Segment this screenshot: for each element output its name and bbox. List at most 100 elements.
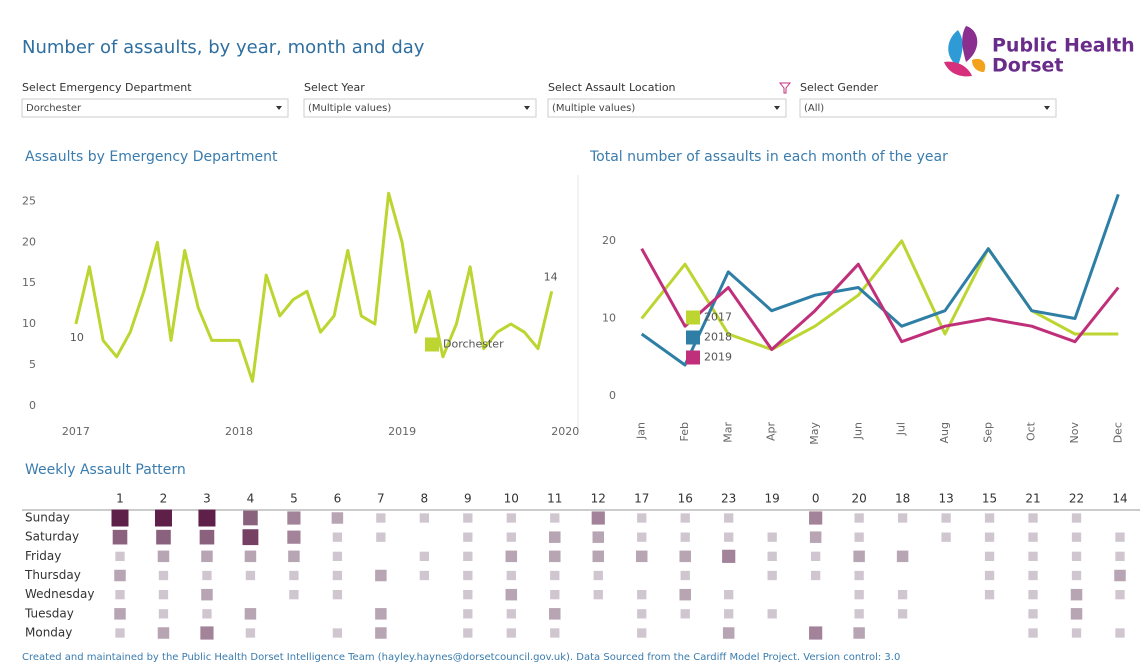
heat-cell — [1028, 551, 1038, 561]
heat-cell — [897, 609, 908, 619]
heat-cell — [724, 609, 734, 619]
heat-cell — [1028, 609, 1038, 619]
heat-cell — [375, 569, 387, 582]
heat-cell — [810, 551, 821, 561]
dropdown-value: (Multiple values) — [552, 103, 635, 114]
x-tick-label: 2019 — [388, 425, 416, 438]
heat-cell — [289, 570, 299, 581]
heat-cell — [505, 550, 518, 563]
heat-cell — [245, 628, 256, 638]
heat-cell — [722, 627, 735, 639]
heat-cell — [767, 609, 777, 619]
heat-cell — [506, 513, 516, 523]
row-label: Thursday — [24, 568, 81, 582]
heat-cell — [243, 510, 258, 526]
filter-label: Select Gender — [800, 81, 878, 94]
heat-cell — [157, 550, 170, 563]
heat-cell — [592, 531, 605, 543]
column-label: 19 — [765, 492, 780, 506]
y-tick-label: 20 — [602, 234, 616, 247]
logo-shape — [948, 30, 963, 66]
heat-cell — [199, 529, 215, 545]
heat-cell — [1028, 532, 1038, 542]
column-label: 4 — [247, 492, 255, 506]
heat-cell — [809, 531, 822, 543]
heat-cell — [550, 590, 560, 600]
heat-cell — [724, 513, 734, 523]
dropdown[interactable] — [303, 98, 537, 118]
heat-cell — [287, 511, 301, 525]
dropdown[interactable] — [799, 98, 1057, 118]
legend-label: 2017 — [704, 311, 732, 324]
heat-cell — [767, 551, 777, 561]
x-tick-label: 2020 — [551, 425, 579, 438]
logo-shape — [944, 61, 972, 77]
heat-cell — [854, 609, 864, 619]
heat-cell — [1028, 513, 1038, 523]
heat-cell — [593, 590, 603, 600]
heat-cell — [722, 549, 736, 563]
dropdown-arrow — [774, 106, 780, 110]
chart-title: Weekly Assault Pattern — [25, 462, 186, 478]
heat-cell — [505, 588, 518, 601]
heat-cell — [984, 551, 995, 561]
heat-cell — [591, 511, 605, 525]
heat-cell — [506, 628, 516, 638]
y-tick-label: 20 — [22, 235, 36, 248]
heat-cell — [724, 590, 734, 600]
column-label: 8 — [421, 492, 429, 506]
column-label: 13 — [938, 492, 953, 506]
heat-cell — [157, 627, 170, 639]
heat-cell — [1028, 570, 1038, 581]
heat-cell — [202, 570, 212, 581]
x-tick-label: 2017 — [62, 425, 90, 438]
heat-cell — [984, 570, 995, 581]
heat-cell — [1115, 590, 1125, 600]
heat-cell — [1114, 569, 1126, 582]
heat-cell — [419, 551, 430, 561]
heat-cell — [463, 513, 473, 523]
heat-cell — [506, 609, 516, 619]
dropdown-arrow — [524, 106, 530, 110]
footer: Created and maintained by the Public Hea… — [22, 652, 900, 663]
filter-label: Select Assault Location — [548, 81, 676, 94]
row-label: Monday — [25, 626, 72, 640]
heat-cell — [854, 532, 864, 542]
column-label: 12 — [591, 492, 606, 506]
heat-cell — [679, 588, 691, 601]
heat-cell — [201, 550, 213, 563]
heat-cell — [680, 570, 690, 581]
row-label: Sunday — [25, 511, 70, 525]
column-label: 18 — [895, 492, 910, 506]
heat-cell — [332, 590, 343, 600]
heat-cell — [201, 588, 213, 601]
y-tick-label: 0 — [609, 389, 616, 402]
x-tick-label: May — [808, 422, 821, 445]
x-tick-label: Aug — [938, 422, 951, 443]
heat-cell — [941, 513, 951, 523]
heat-cell — [463, 532, 473, 542]
heat-cell — [854, 590, 864, 600]
logo-shape — [962, 26, 978, 62]
heat-cell — [637, 590, 647, 600]
x-tick-label: Dec — [1111, 422, 1124, 443]
heat-cell — [332, 551, 343, 561]
heat-cell — [114, 608, 126, 620]
heat-cell — [809, 626, 823, 640]
heat-cell — [550, 513, 560, 523]
y-tick-label: 5 — [29, 358, 36, 371]
dropdown[interactable] — [21, 98, 289, 118]
column-label: 21 — [1025, 492, 1040, 506]
dropdown-value: Dorchester — [26, 103, 82, 114]
heat-cell — [156, 529, 171, 545]
heat-cell — [506, 532, 516, 542]
column-label: 20 — [851, 492, 866, 506]
heat-cell — [115, 628, 125, 638]
heat-cell — [984, 532, 995, 542]
clear-filter-icon[interactable] — [778, 82, 792, 94]
dropdown[interactable] — [547, 98, 787, 118]
heat-cell — [1028, 628, 1038, 638]
y-tick-label: 0 — [29, 399, 36, 412]
heat-cell — [331, 512, 344, 524]
